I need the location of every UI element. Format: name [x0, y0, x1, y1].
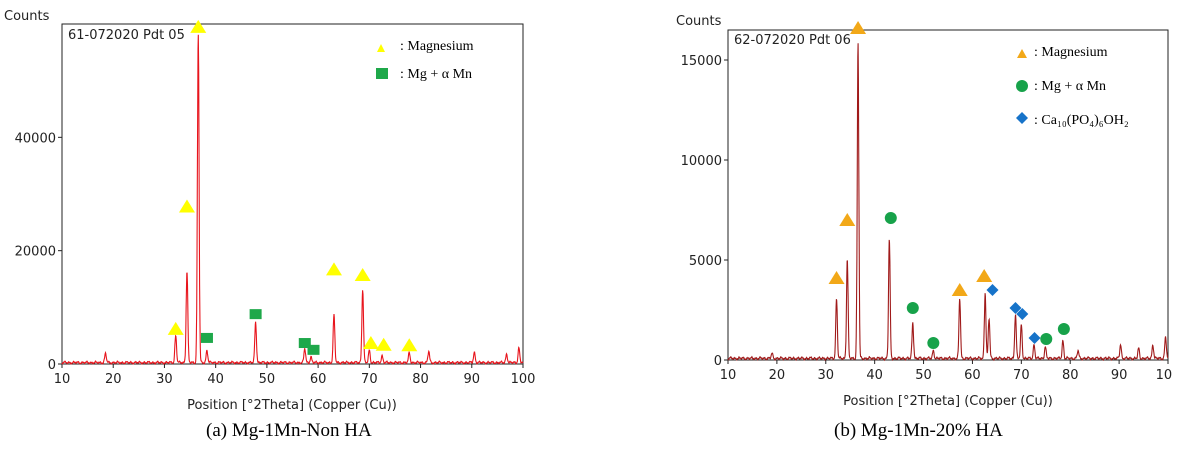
mg-mn-marker [927, 337, 940, 349]
magnesium-marker [325, 262, 342, 276]
hydroxyapatite-marker [1016, 308, 1029, 320]
plot-frame [727, 29, 1169, 361]
x-axis-label: Position [°2Theta] (Copper (Cu)) [187, 398, 397, 413]
mg-mn-marker [906, 302, 919, 314]
y-tick-label: 0 [48, 358, 56, 373]
legend-label-mg-mn: : Mg + α Mn [400, 67, 472, 82]
mg-mn-marker [884, 212, 897, 224]
xrd-chart-b: Counts 62-072020 Pdt 06 10 20 30 40 50 60 70 80… [676, 14, 1172, 409]
x-tick-label: 80 [1062, 368, 1079, 383]
x-tick-label: 70 [1013, 368, 1030, 383]
x-tick-label: 90 [464, 372, 481, 387]
magnesium-marker [951, 283, 968, 296]
legend-magnesium-icon [1017, 49, 1027, 58]
x-tick-label: 40 [866, 368, 883, 383]
xrd-chart-a: Counts 61-072020 Pdt 05 10 20 30 40 50 60 70 80… [4, 9, 536, 413]
mg-mn-marker [1057, 323, 1070, 335]
magnesium-marker [401, 338, 418, 352]
legend-label-magnesium: : Magnesium [1034, 45, 1108, 60]
x-tick-label: 10 [54, 372, 71, 387]
diffraction-trace [727, 43, 1169, 362]
y-tick-label: 15000 [681, 54, 722, 69]
magnesium-marker [839, 213, 856, 226]
x-tick-label: 60 [310, 372, 327, 387]
legend-mg-mn-icon [376, 68, 388, 79]
magnesium-marker [178, 199, 195, 213]
y-axis-label: Counts [676, 14, 722, 29]
y-tick-label: 5000 [689, 254, 722, 269]
axis-ticks: 10 20 30 40 50 60 70 80 90 100 0 20000 40000 [15, 131, 536, 387]
magnesium-marker [375, 337, 392, 351]
x-tick-label: 50 [915, 368, 932, 383]
x-tick-label: 40 [207, 372, 224, 387]
legend-label-magnesium: : Magnesium [400, 39, 474, 54]
plot-frame [61, 23, 524, 365]
caption-b: (b) Mg-1Mn-20% HA [834, 420, 1003, 441]
legend: : Magnesium : Mg + α Mn [376, 39, 474, 82]
y-tick-label: 40000 [15, 131, 56, 146]
legend-mg-mn-icon [1016, 80, 1028, 92]
phase-markers [828, 21, 1070, 349]
magnesium-marker [362, 336, 379, 350]
legend-hydroxyapatite-icon [1016, 112, 1028, 124]
axis-ticks: 10 20 30 40 50 60 70 80 90 100 0 5000 10000 15000 [681, 54, 1172, 383]
x-tick-label: 30 [156, 372, 173, 387]
magnesium-marker [828, 271, 845, 284]
legend: : Magnesium : Mg + α Mn : Ca₁₀(PO₄)₆OH₂ [1016, 45, 1129, 128]
y-tick-label: 10000 [681, 154, 722, 169]
magnesium-marker [167, 321, 184, 335]
hydroxyapatite-marker [986, 284, 999, 296]
phase-markers [167, 19, 418, 355]
pattern-label: 62-072020 Pdt 06 [734, 33, 851, 48]
caption-a: (a) Mg-1Mn-Non HA [206, 420, 372, 441]
x-tick-label: 100 [511, 372, 536, 387]
x-tick-label: 100 [1156, 368, 1172, 383]
y-tick-label: 20000 [15, 245, 56, 260]
x-tick-label: 80 [412, 372, 429, 387]
x-tick-label: 10 [720, 368, 737, 383]
mg-mn-marker [307, 344, 320, 355]
x-tick-label: 20 [769, 368, 786, 383]
magnesium-marker [976, 269, 993, 282]
y-tick-label: 0 [714, 354, 722, 369]
magnesium-marker [354, 268, 371, 282]
magnesium-marker [850, 21, 867, 34]
hydroxyapatite-marker [1009, 302, 1022, 314]
x-tick-label: 60 [964, 368, 981, 383]
hydroxyapatite-marker [1028, 332, 1041, 344]
x-tick-label: 90 [1111, 368, 1128, 383]
x-tick-label: 30 [818, 368, 835, 383]
legend-label-hydroxyapatite: : Ca₁₀(PO₄)₆OH₂ [1034, 113, 1129, 128]
x-tick-label: 20 [105, 372, 122, 387]
x-tick-label: 50 [259, 372, 276, 387]
y-axis-label: Counts [4, 9, 50, 24]
mg-mn-marker [200, 332, 213, 343]
pattern-label: 61-072020 Pdt 05 [68, 28, 185, 43]
magnesium-marker [190, 19, 207, 33]
mg-mn-marker [298, 338, 311, 349]
x-tick-label: 70 [361, 372, 378, 387]
diffraction-trace [61, 34, 524, 366]
legend-label-mg-mn: : Mg + α Mn [1034, 79, 1106, 94]
x-axis-label: Position [°2Theta] (Copper (Cu)) [843, 394, 1053, 409]
mg-mn-marker [249, 309, 262, 320]
mg-mn-marker [1040, 333, 1053, 345]
legend-magnesium-icon [377, 44, 385, 52]
